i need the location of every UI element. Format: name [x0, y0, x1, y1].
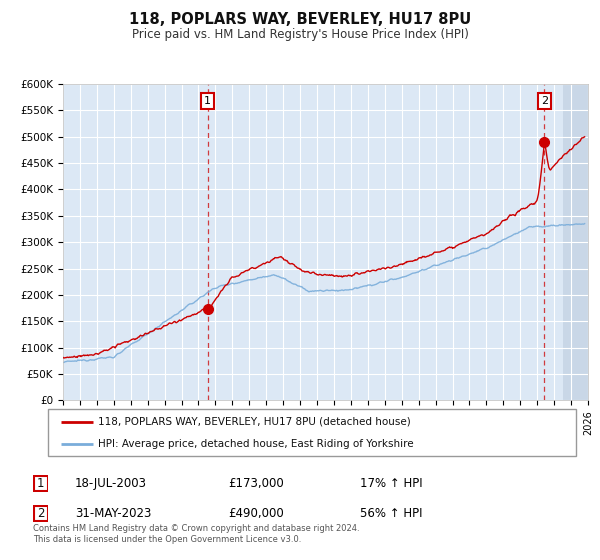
FancyBboxPatch shape — [34, 506, 47, 521]
Bar — [563, 84, 588, 400]
Text: £490,000: £490,000 — [228, 507, 284, 520]
Text: Price paid vs. HM Land Registry's House Price Index (HPI): Price paid vs. HM Land Registry's House … — [131, 28, 469, 41]
Text: 2: 2 — [541, 96, 548, 106]
FancyBboxPatch shape — [48, 409, 576, 456]
Text: 17% ↑ HPI: 17% ↑ HPI — [360, 477, 422, 491]
Text: 118, POPLARS WAY, BEVERLEY, HU17 8PU: 118, POPLARS WAY, BEVERLEY, HU17 8PU — [129, 12, 471, 27]
Text: 1: 1 — [204, 96, 211, 106]
Text: 118, POPLARS WAY, BEVERLEY, HU17 8PU (detached house): 118, POPLARS WAY, BEVERLEY, HU17 8PU (de… — [98, 417, 411, 427]
Text: £173,000: £173,000 — [228, 477, 284, 491]
Bar — [563, 84, 588, 400]
FancyBboxPatch shape — [34, 476, 47, 492]
Text: 2: 2 — [37, 507, 44, 520]
Text: 56% ↑ HPI: 56% ↑ HPI — [360, 507, 422, 520]
Text: 31-MAY-2023: 31-MAY-2023 — [75, 507, 151, 520]
Text: HPI: Average price, detached house, East Riding of Yorkshire: HPI: Average price, detached house, East… — [98, 438, 414, 449]
Text: 18-JUL-2003: 18-JUL-2003 — [75, 477, 147, 491]
Text: Contains HM Land Registry data © Crown copyright and database right 2024.
This d: Contains HM Land Registry data © Crown c… — [33, 524, 359, 544]
Text: 1: 1 — [37, 477, 44, 491]
